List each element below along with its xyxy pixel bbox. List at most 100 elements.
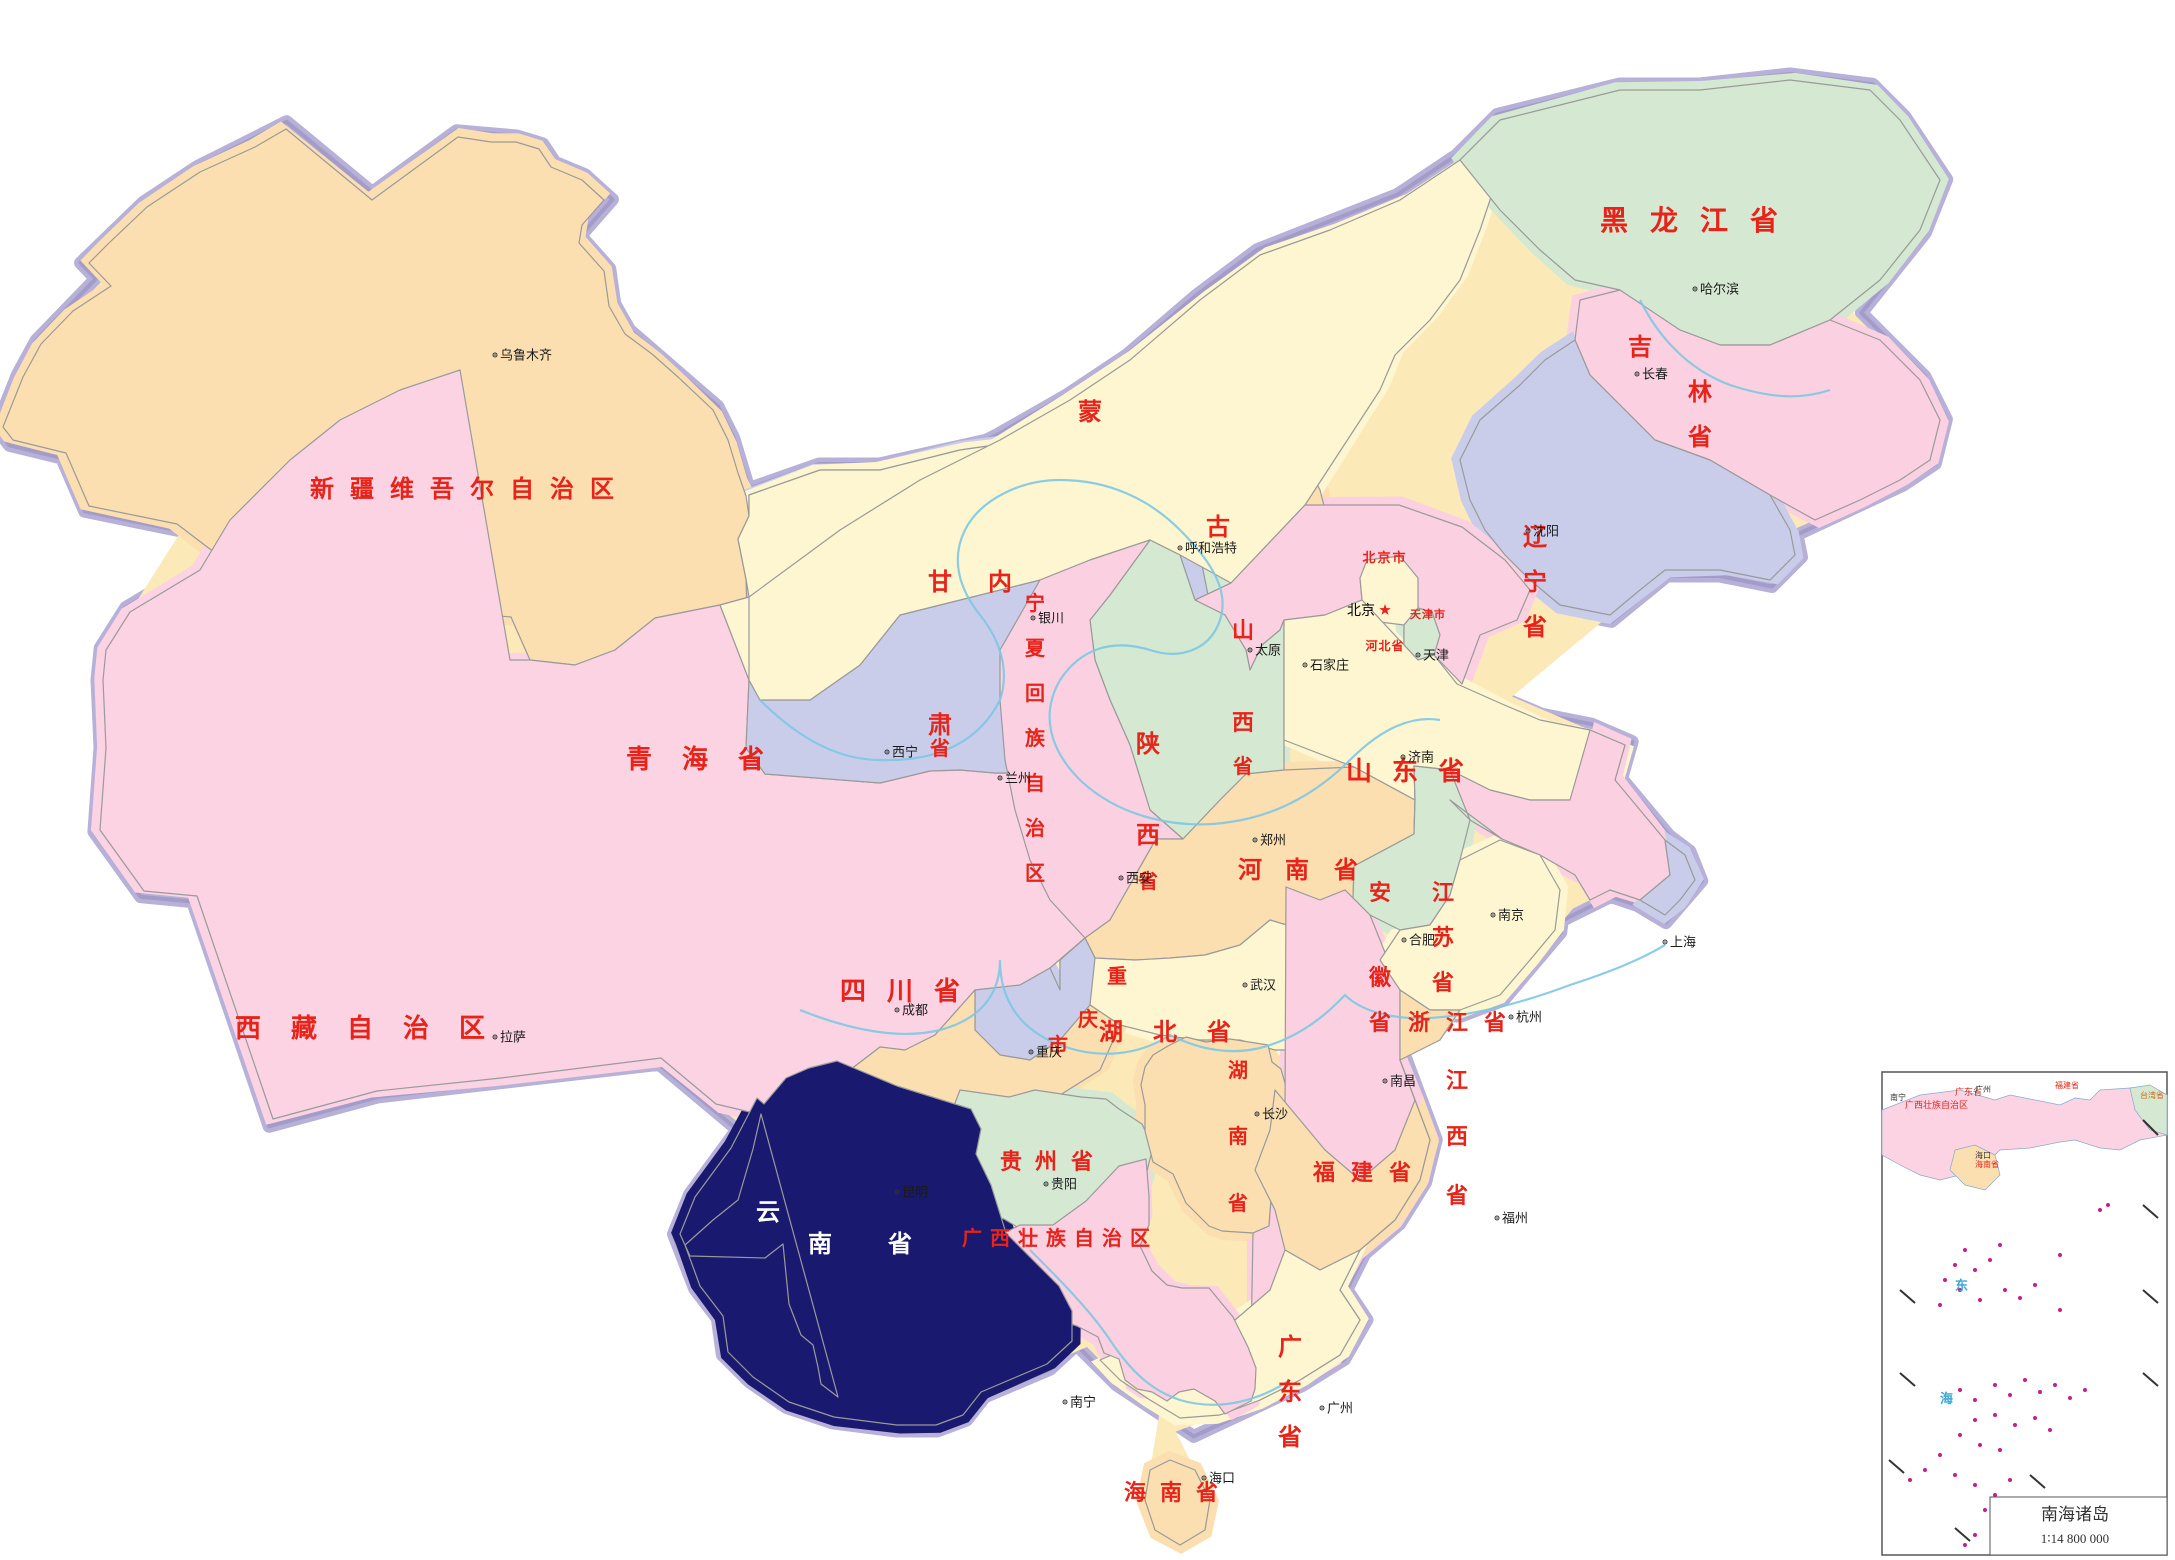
svg-text:天津市: 天津市 [1410,607,1446,621]
svg-text:省: 省 [1445,1183,1468,1208]
svg-text:江: 江 [1432,880,1454,905]
svg-text:省: 省 [1522,614,1547,641]
svg-text:四: 四 [840,976,866,1006]
svg-text:郑州: 郑州 [1260,833,1286,848]
svg-text:河北省: 河北省 [1364,638,1404,653]
svg-text:东: 东 [1278,1378,1302,1406]
svg-text:青海省: 青海省 [626,744,794,774]
svg-text:太原: 太原 [1255,643,1281,658]
svg-text:族: 族 [1025,726,1046,750]
svg-text:海: 海 [1940,1391,1953,1406]
svg-text:东: 东 [1955,1278,1968,1293]
svg-text:甘: 甘 [928,569,952,596]
svg-text:宁: 宁 [1523,568,1547,596]
svg-text:南: 南 [1285,857,1309,884]
svg-text:南昌: 南昌 [1390,1074,1416,1089]
svg-text:省: 省 [887,1231,912,1258]
svg-text:徽: 徽 [1368,965,1392,990]
svg-text:南宁: 南宁 [1070,1395,1096,1410]
svg-text:长春: 长春 [1642,367,1668,382]
svg-text:呼和浩特: 呼和浩特 [1185,541,1237,556]
svg-text:重: 重 [1107,965,1127,988]
svg-text:杭州: 杭州 [1516,1010,1542,1025]
svg-text:海口: 海口 [1209,1471,1235,1486]
svg-text:西藏自治区: 西藏自治区 [235,1013,515,1043]
svg-text:苏: 苏 [1432,925,1454,950]
svg-text:治: 治 [1025,816,1045,840]
svg-text:浙江省: 浙江省 [1408,1010,1522,1035]
svg-text:南京: 南京 [1498,908,1524,923]
svg-text:陕: 陕 [1136,730,1160,758]
svg-text:北京市: 北京市 [1362,550,1407,565]
svg-text:沈阳: 沈阳 [1533,524,1559,539]
svg-text:石家庄: 石家庄 [1310,658,1349,673]
svg-text:合肥: 合肥 [1409,933,1435,948]
svg-text:广州: 广州 [1327,1401,1353,1416]
svg-text:回: 回 [1025,682,1045,705]
svg-text:山: 山 [1232,618,1254,643]
svg-text:省: 省 [1431,970,1454,995]
svg-text:肃: 肃 [928,712,952,739]
svg-text:省: 省 [933,976,960,1006]
svg-text:武汉: 武汉 [1250,978,1276,993]
svg-text:西: 西 [1136,822,1160,849]
svg-text:安: 安 [1369,880,1391,905]
svg-text:贵: 贵 [1000,1149,1022,1174]
svg-text:古: 古 [1206,514,1230,541]
svg-text:西宁: 西宁 [892,745,918,760]
svg-text:区: 区 [1025,863,1045,885]
svg-text:济南: 济南 [1408,750,1434,765]
svg-text:江: 江 [1446,1068,1468,1093]
svg-text:南: 南 [808,1231,832,1258]
svg-text:湖北省: 湖北省 [1099,1019,1261,1046]
svg-text:川: 川 [887,976,913,1006]
svg-text:成都: 成都 [902,1003,928,1018]
svg-text:台湾省: 台湾省 [2140,1090,2164,1100]
svg-text:南: 南 [1228,1125,1248,1148]
svg-text:湖: 湖 [1228,1059,1248,1082]
svg-text:银川: 银川 [1038,611,1064,626]
svg-text:兰州: 兰州 [1005,771,1031,786]
svg-text:河: 河 [1238,857,1262,884]
svg-text:南海诸岛: 南海诸岛 [2041,1505,2109,1524]
svg-text:哈尔滨: 哈尔滨 [1700,282,1739,297]
svg-text:贵阳: 贵阳 [1051,1177,1077,1192]
svg-text:夏: 夏 [1025,637,1046,660]
svg-text:福州: 福州 [1502,1211,1528,1226]
svg-text:庆: 庆 [1078,1007,1098,1031]
svg-text:州: 州 [1035,1149,1057,1174]
svg-text:天津: 天津 [1423,648,1449,663]
svg-text:省: 省 [1687,424,1712,451]
svg-text:重庆: 重庆 [1036,1045,1062,1060]
svg-text:拉萨: 拉萨 [500,1030,526,1045]
svg-text:北京: 北京 [1347,602,1375,618]
svg-text:海南省: 海南省 [1975,1159,1999,1169]
svg-text:省: 省 [929,737,950,760]
svg-text:省: 省 [1227,1192,1248,1215]
svg-text:省: 省 [1333,857,1358,884]
svg-text:省: 省 [1368,1010,1391,1035]
svg-text:昆明: 昆明 [902,1185,928,1200]
svg-text:内: 内 [988,569,1012,596]
svg-text:省: 省 [1232,755,1253,778]
svg-text:吉: 吉 [1628,334,1652,361]
svg-text:云: 云 [756,1199,780,1226]
svg-text:林: 林 [1688,379,1712,406]
svg-text:新疆维吾尔自治区: 新疆维吾尔自治区 [310,475,630,503]
svg-text:福建省: 福建省 [2055,1080,2079,1090]
svg-text:乌鲁木齐: 乌鲁木齐 [500,348,552,363]
svg-text:广: 广 [1278,1333,1302,1361]
svg-text:蒙: 蒙 [1078,399,1102,426]
svg-text:西: 西 [1446,1124,1468,1149]
svg-text:西: 西 [1232,710,1254,735]
svg-text:广西壮族自治区: 广西壮族自治区 [962,1226,1158,1250]
svg-text:省: 省 [1070,1149,1093,1174]
svg-text:黑龙江省: 黑龙江省 [1600,205,1800,236]
svg-text:南宁: 南宁 [1890,1092,1906,1102]
svg-text:广西壮族自治区: 广西壮族自治区 [1905,1099,1968,1110]
svg-text:上海: 上海 [1670,935,1696,950]
svg-text:西安: 西安 [1126,871,1152,886]
svg-text:长沙: 长沙 [1262,1107,1288,1122]
svg-text:省: 省 [1277,1424,1302,1451]
svg-text:广州: 广州 [1975,1084,1991,1094]
